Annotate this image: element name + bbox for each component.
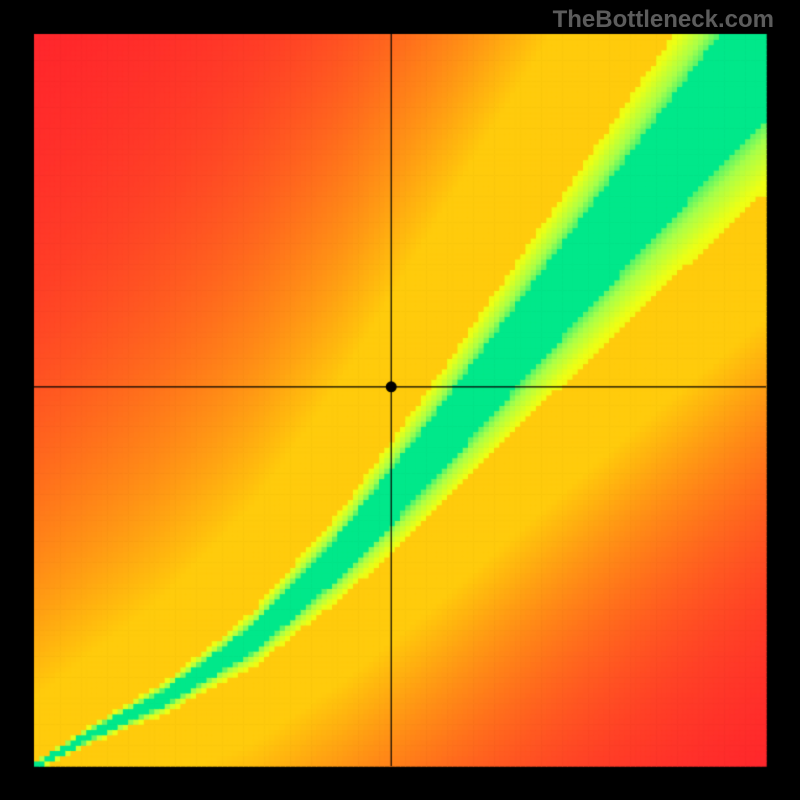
bottleneck-heatmap	[0, 0, 800, 800]
watermark-text: TheBottleneck.com	[553, 6, 774, 34]
chart-container: TheBottleneck.com	[0, 0, 800, 800]
